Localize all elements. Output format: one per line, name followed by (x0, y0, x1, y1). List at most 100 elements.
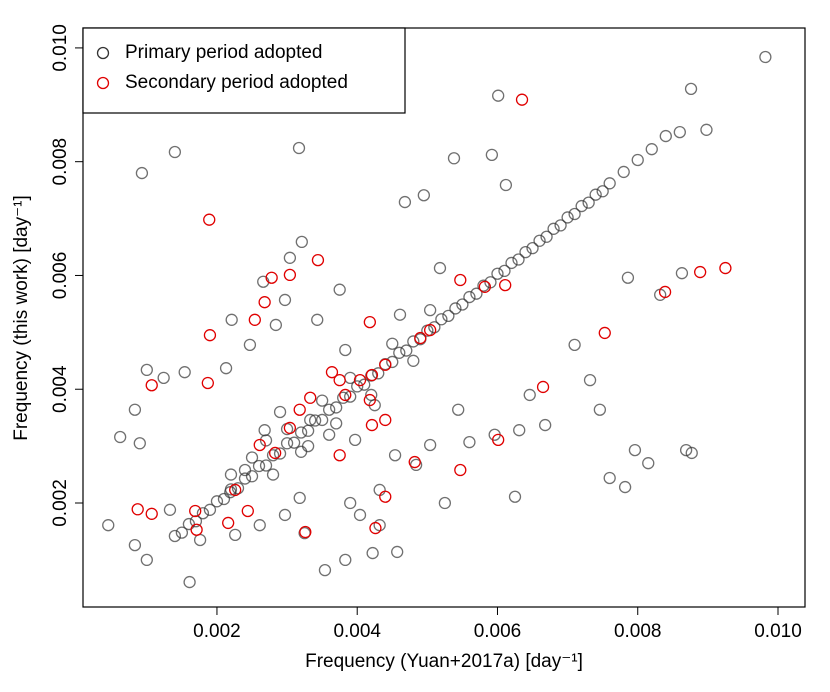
data-point (269, 446, 282, 460)
data-point (400, 344, 413, 357)
data-point (283, 268, 297, 282)
data-point (311, 253, 325, 267)
data-point (759, 50, 772, 64)
y-axis-label: Frequency (this work) [day⁻¹] (11, 195, 32, 441)
data-point (593, 403, 607, 416)
data-point (337, 391, 350, 404)
data-point (203, 503, 217, 516)
data-point (438, 496, 452, 510)
data-point (508, 490, 522, 503)
data-point (658, 285, 672, 299)
data-point (454, 273, 467, 287)
data-point (339, 343, 352, 357)
data-point (140, 553, 153, 567)
data-point (344, 371, 357, 385)
data-point (407, 354, 420, 367)
data-point (505, 256, 518, 270)
data-point (373, 483, 386, 497)
data-point (224, 483, 238, 496)
data-point (280, 437, 294, 450)
y-tick-label: 0.010 (50, 24, 71, 72)
data-point (423, 323, 437, 337)
data-point (295, 235, 308, 249)
data-point (102, 519, 115, 532)
data-point (318, 563, 332, 577)
data-point (315, 413, 329, 427)
data-point (628, 443, 642, 457)
data-point (323, 403, 336, 416)
data-point (393, 308, 407, 321)
data-point (278, 293, 292, 307)
data-point (456, 298, 469, 311)
data-point (379, 413, 392, 427)
data-point (645, 143, 658, 156)
data-point (253, 438, 266, 452)
y-tick-label: 0.008 (50, 138, 71, 186)
data-point (231, 482, 245, 495)
data-point (301, 424, 315, 437)
data-point (178, 366, 191, 379)
data-point (353, 373, 367, 387)
data-point (435, 313, 448, 326)
data-point (128, 403, 142, 416)
data-point (499, 278, 512, 292)
data-point (603, 471, 616, 485)
data-point (273, 447, 287, 460)
data-point (190, 523, 203, 536)
data-point (539, 418, 552, 432)
data-point (554, 219, 567, 232)
x-tick-label: 0.010 (754, 621, 802, 642)
data-point (311, 313, 324, 326)
data-point (259, 434, 273, 447)
data-point (293, 403, 306, 416)
data-point (393, 346, 406, 359)
data-point (333, 449, 346, 462)
data-point (145, 507, 158, 520)
data-point (372, 367, 385, 380)
data-point (561, 211, 574, 224)
data-point (183, 575, 196, 589)
data-point (304, 391, 317, 404)
x-tick-label: 0.006 (474, 621, 522, 642)
data-point (478, 280, 492, 293)
data-point (133, 437, 146, 450)
data-point (365, 418, 379, 432)
data-point (617, 165, 630, 179)
data-point (452, 403, 465, 416)
data-point (515, 93, 529, 106)
data-point (189, 504, 202, 518)
data-point (210, 495, 224, 508)
data-point (330, 417, 343, 430)
data-point (485, 148, 499, 162)
data-point (379, 358, 392, 371)
data-point (265, 271, 278, 284)
data-point (598, 326, 611, 340)
data-point (238, 463, 252, 477)
data-point (339, 553, 352, 567)
data-point (568, 207, 581, 221)
data-point (168, 145, 182, 159)
data-point (222, 516, 235, 530)
data-point (293, 491, 306, 505)
data-point (353, 508, 367, 522)
data-point (333, 283, 346, 296)
data-point (463, 435, 476, 449)
data-point (363, 315, 376, 329)
data-point (379, 490, 392, 503)
data-point (477, 279, 490, 292)
data-point (175, 526, 189, 539)
data-point (140, 363, 153, 377)
data-point (618, 480, 632, 494)
data-point (589, 188, 602, 201)
data-point (423, 438, 437, 452)
data-point (225, 313, 238, 326)
data-point (182, 517, 196, 531)
data-point (128, 538, 142, 552)
data-point (492, 433, 505, 447)
data-point (163, 503, 177, 516)
data-point (365, 388, 378, 402)
data-point (433, 261, 447, 275)
data-point (694, 265, 707, 279)
data-point (621, 271, 635, 284)
